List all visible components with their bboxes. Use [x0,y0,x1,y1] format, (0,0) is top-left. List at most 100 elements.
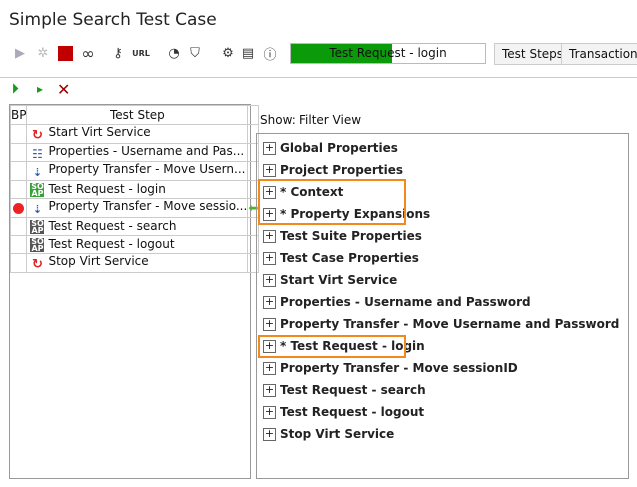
table-row[interactable]: ⇣ Property Transfer - Move Usern... [9,161,260,181]
show-label: Show: [260,113,296,127]
run-step-icon[interactable]: ▸ [37,82,44,96]
step-name: Test Request - login [48,182,166,196]
expand-icon[interactable]: + [263,294,276,309]
tree-node[interactable]: + Test Request - logout [263,404,424,420]
tree-node[interactable]: + Test Case Properties [263,250,419,266]
url-icon[interactable]: URL [132,48,150,58]
tree-node[interactable]: + Test Request - search [263,382,426,398]
shield-icon[interactable]: ⛉ [190,45,200,61]
breakpoint-cell[interactable] [9,180,28,199]
transfer-icon: ⇣ [32,166,43,179]
expand-icon[interactable]: + [263,140,276,155]
step-name: Test Request - logout [48,237,175,251]
step-cell[interactable]: ↻ Stop Virt Service [26,253,249,273]
tree-node[interactable]: + * Context [263,184,343,200]
tree-node[interactable]: + Start Virt Service [263,272,397,288]
tree-node-label: * Test Request - login [280,339,425,353]
tree-node[interactable]: + Project Properties [263,162,403,178]
step-cell[interactable]: ⇣ Property Transfer - Move Usern... [26,161,249,181]
remove-icon[interactable]: ✕ [57,80,71,99]
gear-icon[interactable]: ⚙ [222,45,234,61]
tree-node[interactable]: + * Test Request - login [263,338,425,354]
progress-bar: Test Request - login [290,43,486,64]
tree-node[interactable]: + Test Suite Properties [263,228,422,244]
gauge-icon[interactable]: ◔ [168,45,180,61]
expand-icon[interactable]: + [263,316,276,331]
expand-icon[interactable]: + [263,184,276,199]
tree-node-label: Properties - Username and Password [280,295,531,309]
tree-node[interactable]: + Properties - Username and Password [263,294,531,310]
table-row[interactable]: ↻ Start Virt Service [9,124,260,144]
tree-node-label: Property Transfer - Move Username and Pa… [280,317,620,331]
expand-icon[interactable]: + [263,162,276,177]
info-icon[interactable]: ⓘ [263,47,277,63]
breakpoint-cell[interactable] [9,161,28,181]
run-icon[interactable]: ▶ [15,45,25,61]
breakpoint-cell[interactable] [9,217,28,236]
breakpoint-cell[interactable] [9,235,28,254]
tab-test-steps[interactable]: Test Steps [494,43,572,65]
expand-icon[interactable]: + [263,382,276,397]
expand-icon[interactable]: + [263,228,276,243]
step-name: Property Transfer - Move Usern... [48,162,246,177]
current-step-arrow-icon: ⬅ [248,201,259,215]
tree-node[interactable]: + Property Transfer - Move sessionID [263,360,518,376]
tree-node[interactable]: + Global Properties [263,140,398,156]
step-name: Property Transfer - Move sessio... [48,199,248,214]
breakpoint-icon[interactable] [13,203,25,214]
stop-icon[interactable] [57,43,73,63]
step-cell[interactable]: SO AP Test Request - logout [26,235,249,254]
highlight-box [258,335,406,358]
virt-icon: ↻ [32,128,43,143]
tree-node-label: Start Virt Service [280,273,398,287]
table-row[interactable]: SO AP Test Request - search [9,217,260,236]
key-icon[interactable]: ⚷ [113,45,123,61]
tree-node-label: Stop Virt Service [280,427,395,441]
step-name: Properties - Username and Pas... [48,144,245,159]
expand-icon[interactable]: + [263,250,276,265]
header-bp[interactable]: BP [9,105,28,125]
step-cell[interactable]: SO AP Test Request - login [26,180,249,199]
step-cell[interactable]: ⇣ Property Transfer - Move sessio... [26,198,249,218]
step-name: Stop Virt Service [48,254,149,269]
tree-node-label: Test Request - logout [280,405,425,419]
tree-node-label: Property Transfer - Move sessionID [280,361,518,375]
tree-node-label: Test Request - search [280,383,426,397]
highlight-box [258,179,406,225]
tree-node[interactable]: + Stop Virt Service [263,426,394,442]
tree-node-label: Test Suite Properties [280,229,422,243]
run-from-icon[interactable]: ⏵ [12,82,19,97]
breakpoint-cell[interactable] [9,124,28,144]
breakpoint-cell[interactable] [9,198,28,218]
document-icon[interactable]: ▤ [241,45,255,61]
table-row[interactable]: SO AP Test Request - logout [9,235,260,254]
debug-icon[interactable]: ✲ [37,45,49,61]
tab-transaction[interactable]: Transaction [561,43,637,65]
tree-node[interactable]: + * Property Expansions [263,206,430,222]
loop-icon[interactable]: ∞ [81,43,95,63]
expand-icon[interactable]: + [263,360,276,375]
transfer-icon: ⇣ [32,203,43,216]
step-cell[interactable]: ↻ Start Virt Service [26,124,249,144]
progress-fill [291,44,392,63]
breakpoint-cell[interactable] [9,143,28,162]
breakpoint-cell[interactable] [9,253,28,273]
expand-icon[interactable]: + [263,272,276,287]
step-cell[interactable]: ☷ Properties - Username and Pas... [26,143,249,162]
expand-icon[interactable]: + [263,206,276,221]
table-row[interactable]: SO AP Test Request - login [9,180,260,199]
tree-node[interactable]: + Property Transfer - Move Username and P… [263,316,619,332]
property-tree: + Global Properties + Project Properties + * … [256,133,629,479]
table-row[interactable]: ☷ Properties - Username and Pas... [9,143,260,162]
filter-view-select[interactable]: Filter View [299,113,362,127]
table-row[interactable]: ⇣ Property Transfer - Move sessio... ⬅ [9,198,260,218]
expand-icon[interactable]: + [263,426,276,441]
soap-icon: SO AP [30,219,45,235]
soap-green-icon: SO AP [30,182,45,198]
header-test-step[interactable]: Test Step [26,105,249,125]
table-row[interactable]: ↻ Stop Virt Service [9,253,260,273]
tree-node-label: Test Case Properties [280,251,419,265]
expand-icon[interactable]: + [263,338,276,353]
step-cell[interactable]: SO AP Test Request - search [26,217,249,236]
expand-icon[interactable]: + [263,404,276,419]
